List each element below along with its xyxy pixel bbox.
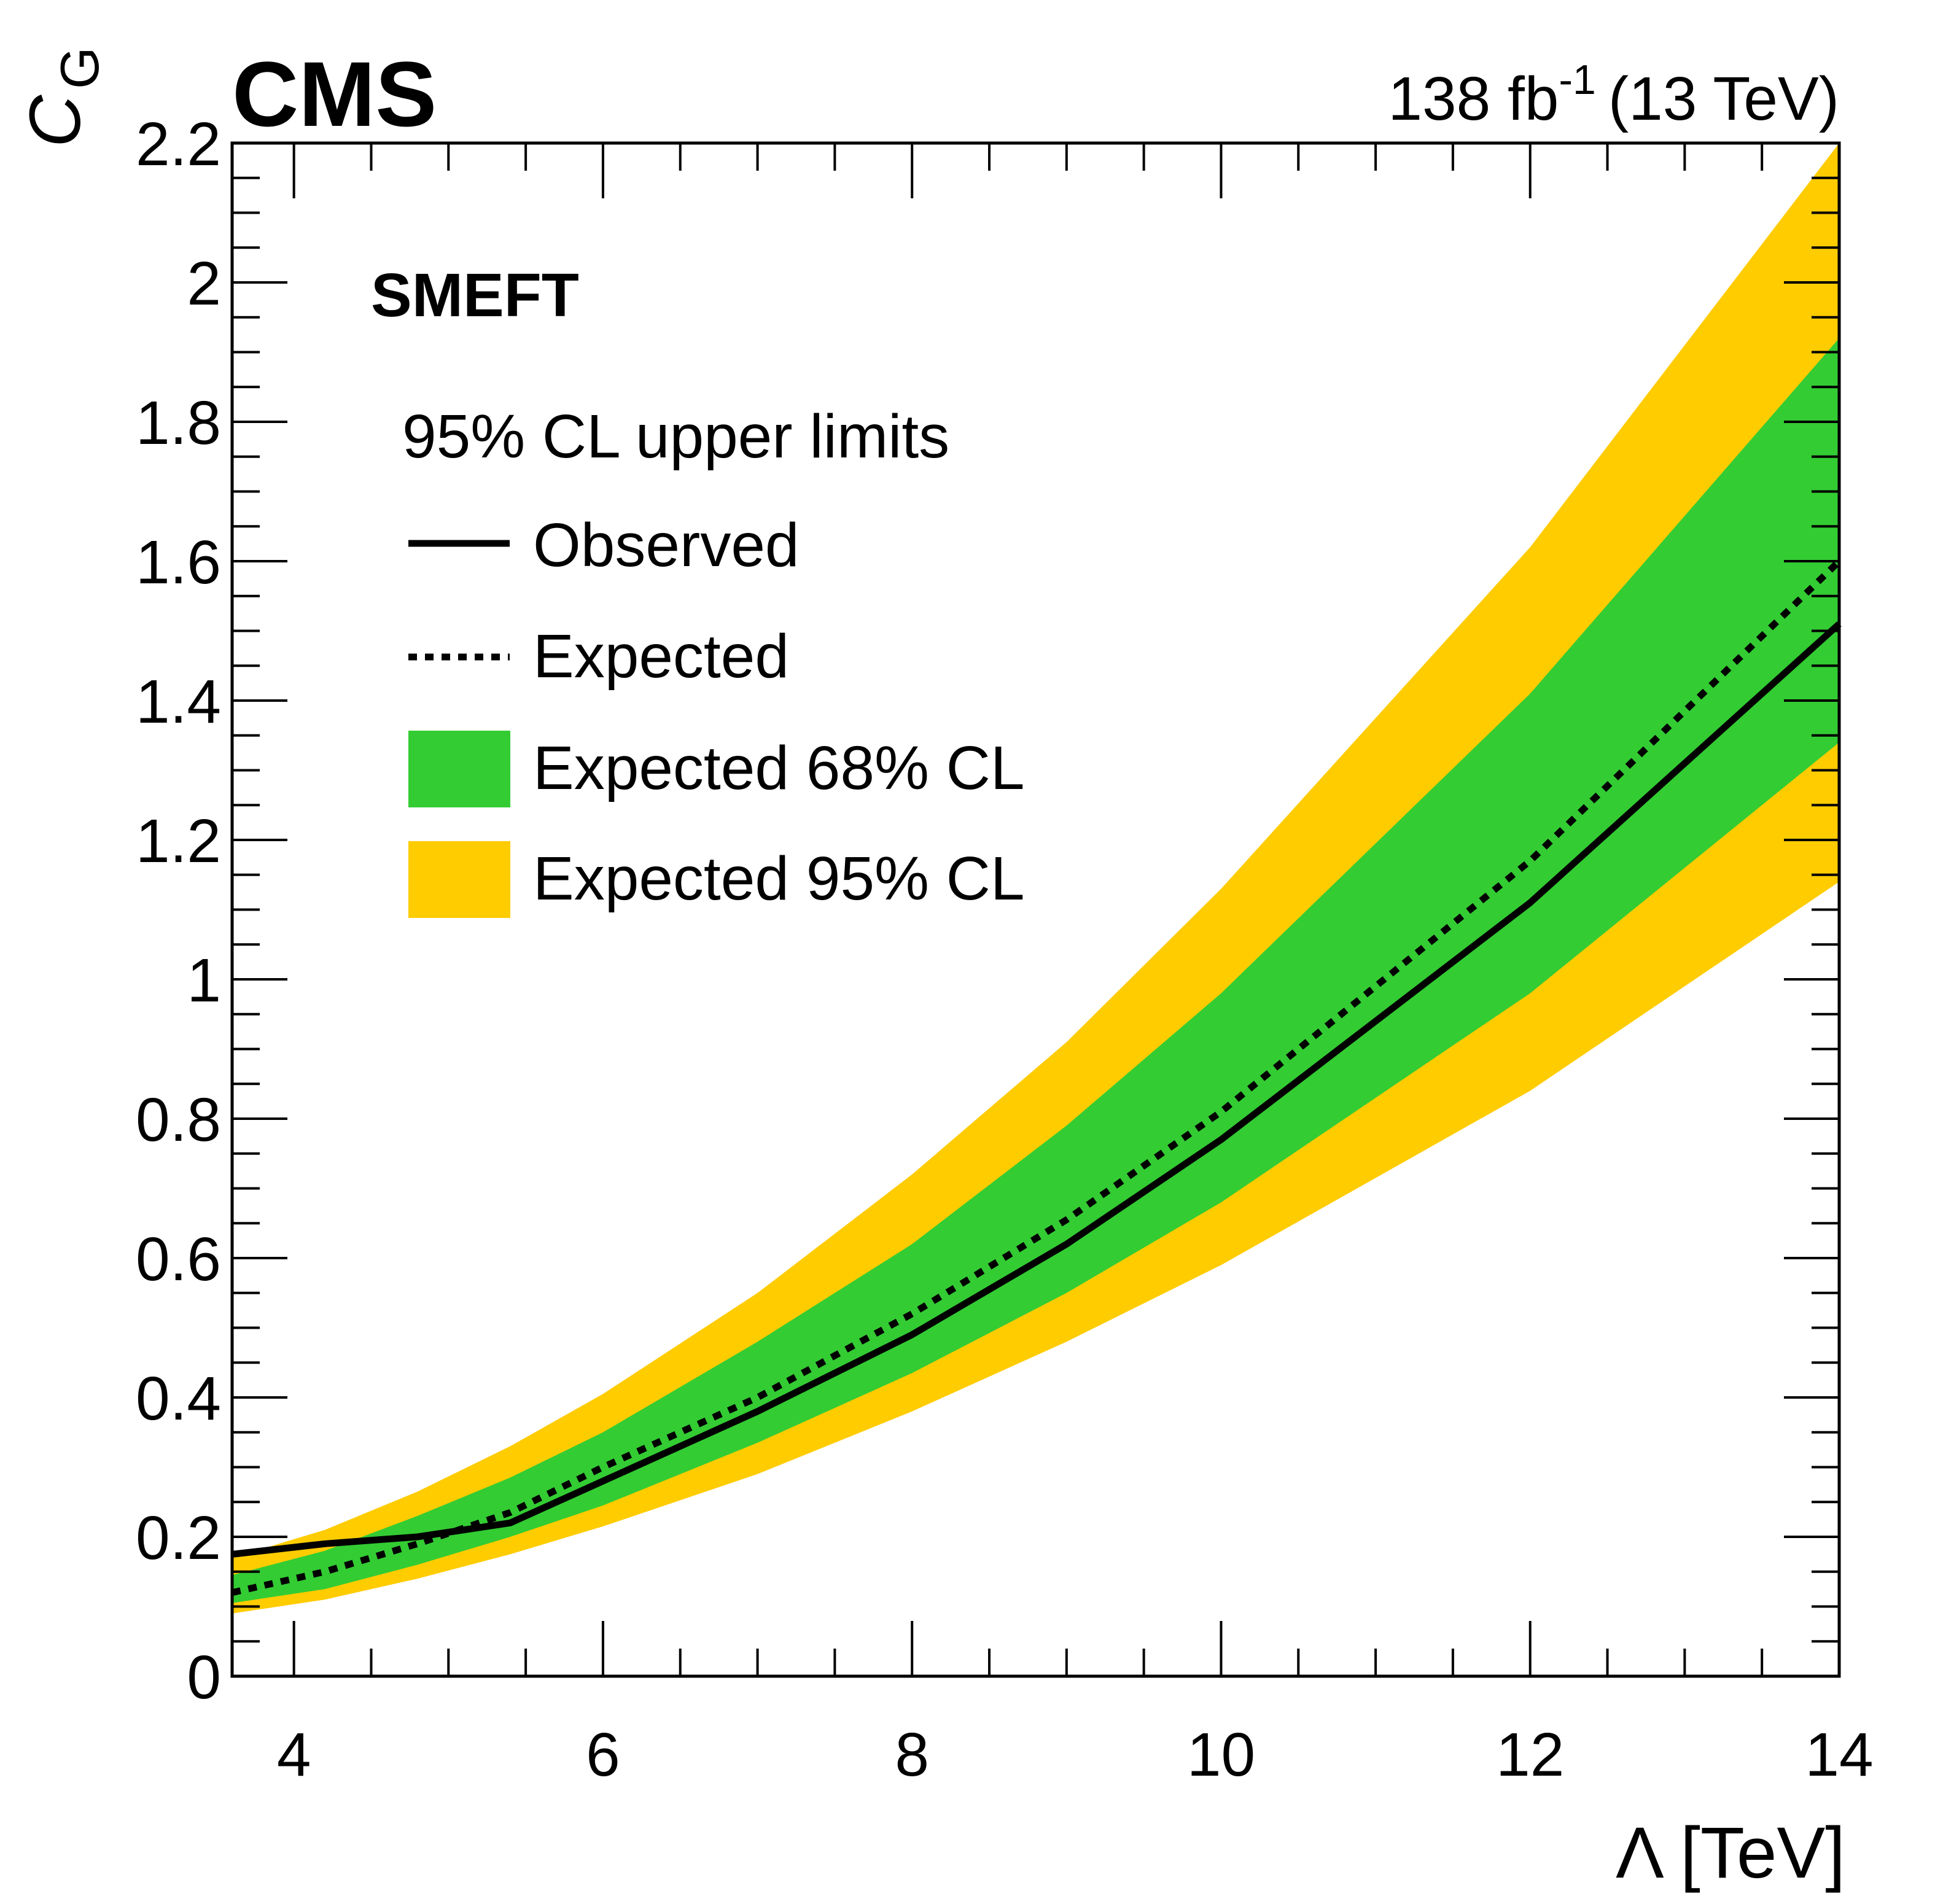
series-line-observed xyxy=(232,621,1842,1558)
y-tick-label: 0.6 xyxy=(136,1225,221,1294)
y-tick-label: 0.4 xyxy=(136,1364,221,1433)
x-tick-label: 4 xyxy=(277,1720,311,1789)
y-tick-label: 1.6 xyxy=(136,528,221,597)
y-axis-title: C G xyxy=(15,47,110,147)
x-tick-label: 8 xyxy=(895,1720,929,1789)
x-tick-label: 12 xyxy=(1496,1720,1564,1789)
limit-lines xyxy=(231,559,1842,1596)
legend-band95-label: Expected 95% CL xyxy=(533,844,1025,913)
legend-title: 95% CL upper limits xyxy=(402,402,949,471)
y-tick-label: 1.8 xyxy=(136,389,221,457)
axis-ticks xyxy=(232,142,1840,1677)
legend-band95-swatch xyxy=(408,841,510,918)
y-axis-title-subscript: G xyxy=(49,47,110,89)
band-68-expected xyxy=(232,338,1839,1603)
legend-expected-label: Expected xyxy=(533,622,789,691)
uncertainty-bands xyxy=(232,143,1839,1614)
y-tick-label: 0 xyxy=(187,1643,221,1712)
luminosity-label: 138 fb-1 (13 TeV) xyxy=(1388,56,1839,133)
legend: SMEFT 95% CL upper limits Observed Expec… xyxy=(371,261,1025,918)
y-tick-label: 0.2 xyxy=(136,1504,221,1572)
x-tick-label: 14 xyxy=(1805,1720,1873,1789)
energy-label: (13 TeV) xyxy=(1608,64,1839,133)
lumi-value: 138 fb xyxy=(1388,64,1559,133)
legend-band68-label: Expected 68% CL xyxy=(533,734,1025,802)
x-tick-label: 6 xyxy=(586,1720,620,1789)
y-tick-label: 0.8 xyxy=(136,1086,221,1154)
svg-text:C: C xyxy=(15,95,96,147)
legend-band68-swatch xyxy=(408,731,510,807)
axis-tick-labels: 0 0.2 0.4 0.6 0.8 1 1.2 1.4 1.6 1.8 2 2.2 4 6 8 10 12 14 xyxy=(136,110,1874,1789)
y-tick-label: 2 xyxy=(187,249,221,318)
experiment-label: CMS xyxy=(232,42,437,146)
y-tick-label: 1.2 xyxy=(136,807,221,876)
legend-observed-label: Observed xyxy=(533,511,800,580)
y-tick-label: 2.2 xyxy=(136,110,221,179)
y-tick-label: 1 xyxy=(187,946,221,1015)
y-tick-label: 1.4 xyxy=(136,667,221,736)
legend-model: SMEFT xyxy=(371,261,579,330)
lumi-exponent: -1 xyxy=(1559,56,1595,103)
x-tick-label: 10 xyxy=(1187,1720,1255,1789)
x-axis-title: Λ [TeV] xyxy=(1616,1813,1845,1894)
